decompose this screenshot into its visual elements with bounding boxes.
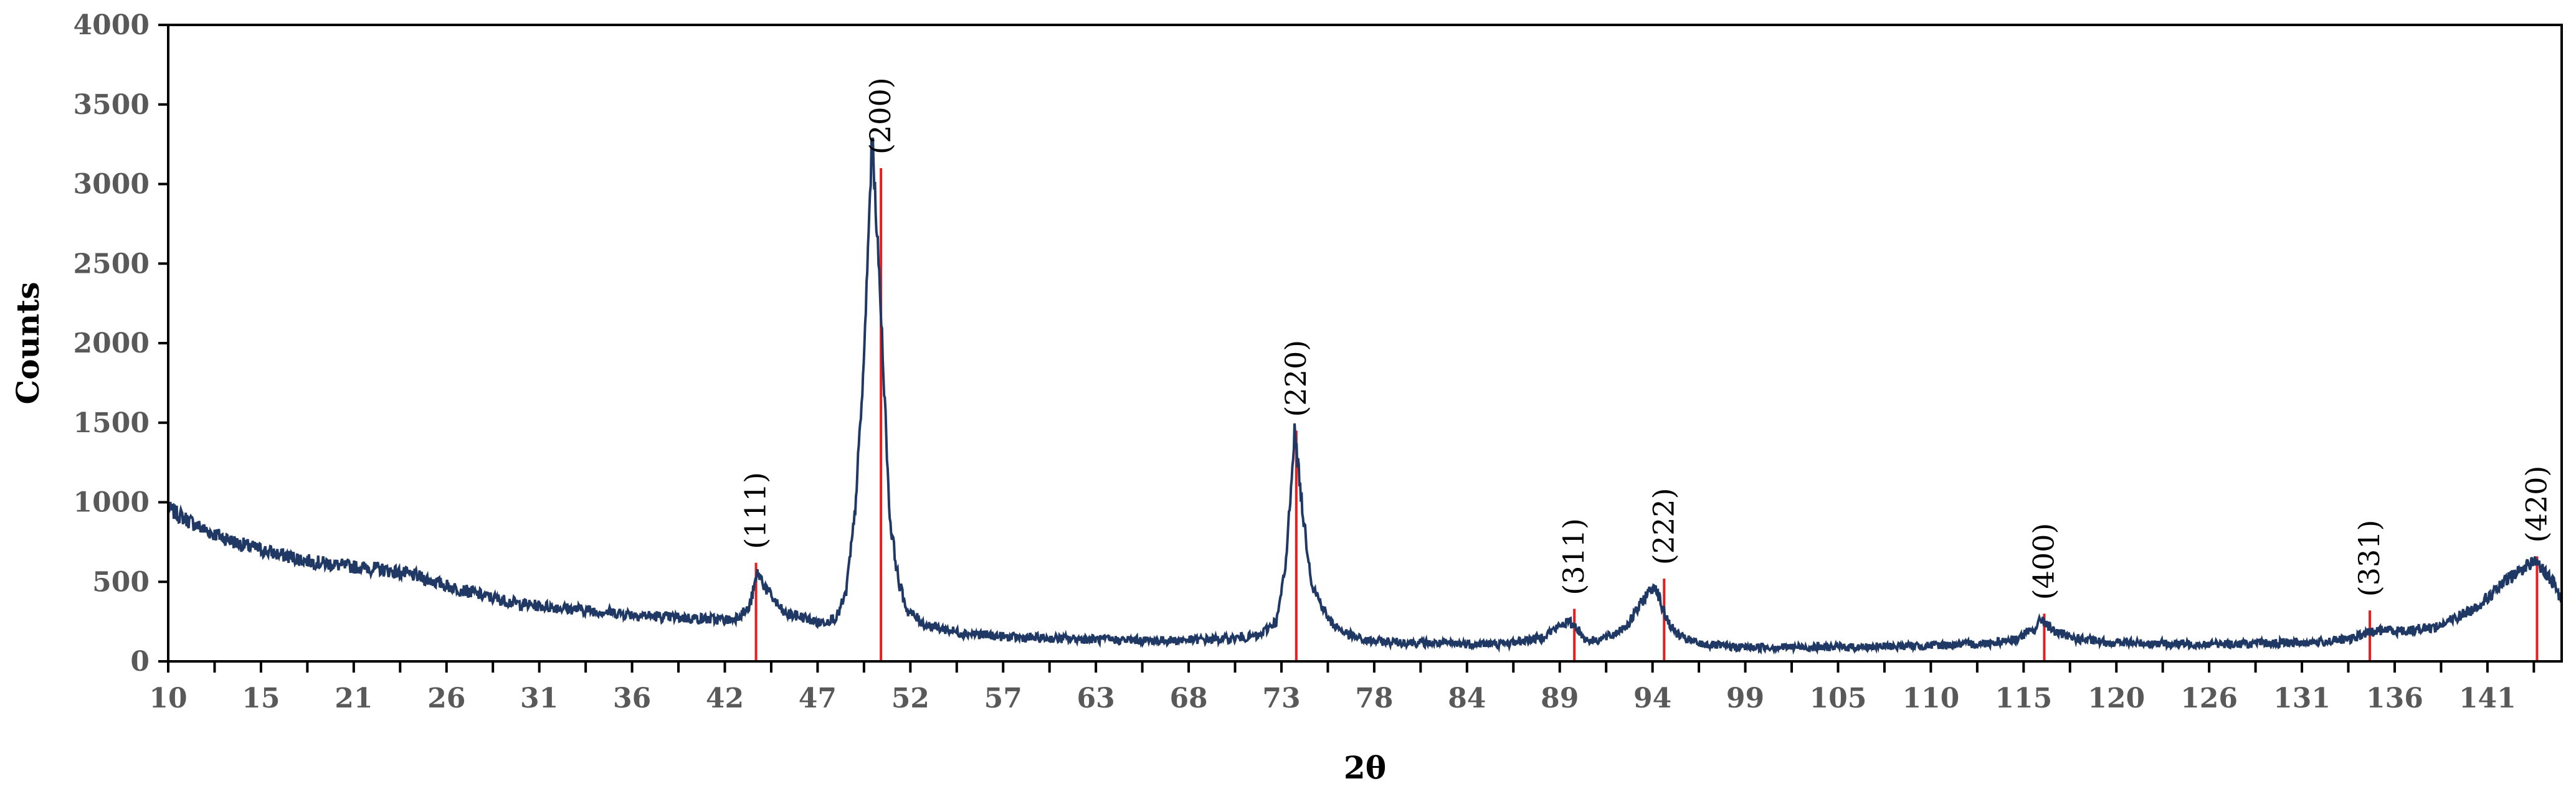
x-tick-label: 31 — [520, 683, 558, 714]
x-tick-label: 110 — [1902, 683, 1959, 714]
x-tick-label: 99 — [1726, 683, 1764, 714]
x-tick-label: 21 — [335, 683, 373, 714]
x-tick-label: 47 — [799, 683, 837, 714]
x-tick-label: 120 — [2088, 683, 2145, 714]
x-tick-label: 63 — [1077, 683, 1115, 714]
x-tick-label: 36 — [613, 683, 651, 714]
x-tick-label: 68 — [1169, 683, 1207, 714]
peak-label: (420) — [2519, 466, 2553, 543]
x-tick-label: 89 — [1541, 683, 1579, 714]
plot-area-frame — [167, 24, 2563, 663]
x-tick-label: 26 — [427, 683, 465, 714]
y-tick-label: 1500 — [74, 407, 150, 439]
peak-label: (311) — [1557, 518, 1590, 595]
y-tick-label: 3500 — [74, 89, 150, 121]
peak-label: (200) — [863, 77, 897, 154]
x-tick-label: 126 — [2180, 683, 2238, 714]
x-tick-label: 84 — [1448, 683, 1486, 714]
y-tick-label: 4000 — [74, 9, 150, 41]
peak-label: (220) — [1279, 340, 1313, 417]
peak-labels: (111) (200) (220) (311) (222) (400) (331) (420) — [739, 77, 2554, 600]
y-tick-label: 2000 — [74, 328, 150, 359]
peak-label: (331) — [2352, 520, 2386, 597]
y-tick-label: 500 — [92, 566, 150, 598]
peak-label: (111) — [739, 472, 772, 549]
x-tick-label: 15 — [242, 683, 280, 714]
x-tick-label: 78 — [1355, 683, 1393, 714]
y-tick-label: 3000 — [74, 169, 150, 201]
x-tick-label: 94 — [1633, 683, 1671, 714]
peak-label: (400) — [2027, 523, 2060, 600]
x-tick-label: 73 — [1262, 683, 1300, 714]
x-axis-title: 2θ — [1344, 749, 1386, 786]
x-tick-label: 141 — [2459, 683, 2516, 714]
x-tick-label: 10 — [149, 683, 187, 714]
y-axis-title: Counts — [9, 281, 46, 404]
x-tick-label: 42 — [706, 683, 744, 714]
x-tick-label: 57 — [984, 683, 1022, 714]
y-tick-label: 1000 — [74, 487, 150, 519]
y-axis: 0 500 1000 1500 2000 2500 3000 3500 4000 — [74, 9, 168, 678]
peak-label: (222) — [1647, 488, 1680, 565]
series-line — [167, 137, 2562, 655]
x-tick-label: 52 — [891, 683, 929, 714]
x-tick-label: 105 — [1810, 683, 1867, 714]
x-axis: 10 15 21 26 31 36 42 47 52 57 63 68 73 78 84 89 94 99 105 1… — [149, 661, 2536, 714]
x-tick-label: 136 — [2366, 683, 2423, 714]
y-tick-label: 2500 — [74, 248, 150, 280]
y-tick-label: 0 — [130, 646, 150, 678]
x-tick-label: 131 — [2273, 683, 2331, 714]
x-tick-label: 115 — [1995, 683, 2052, 714]
